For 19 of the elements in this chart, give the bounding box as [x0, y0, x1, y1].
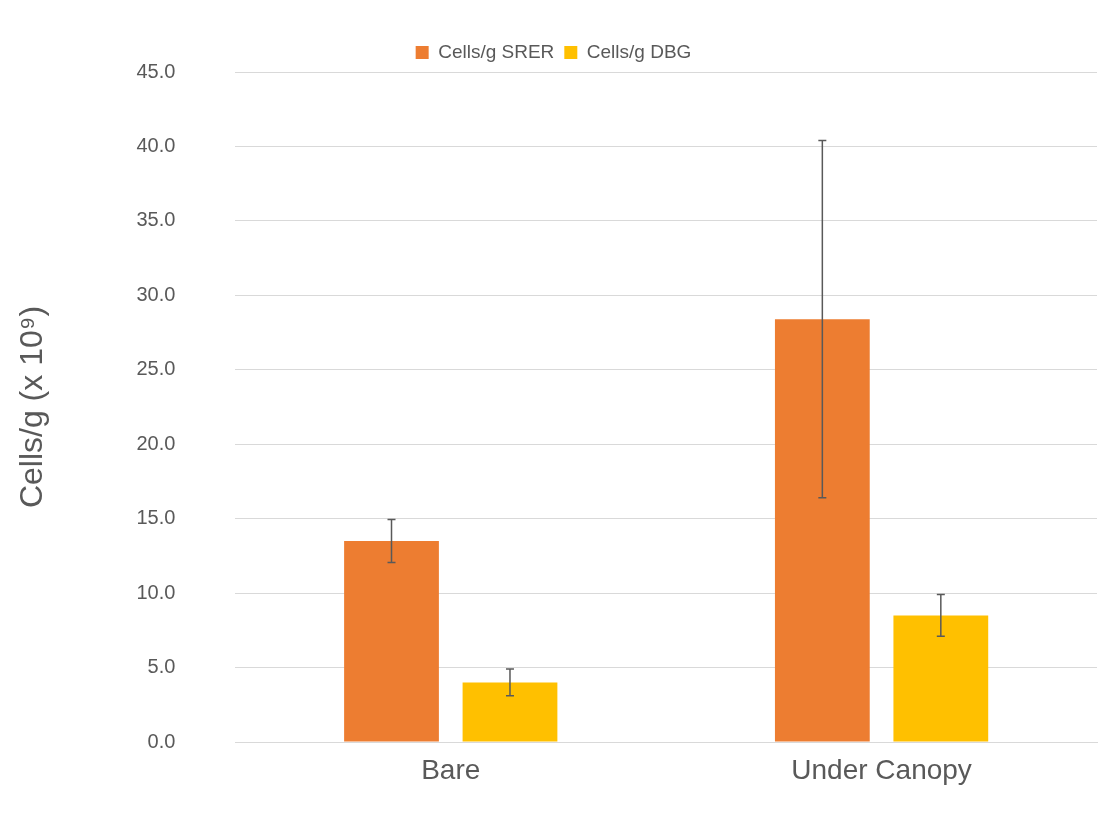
y-tick-label: 35.0 — [136, 208, 176, 231]
x-tick-label: Under Canopy — [791, 753, 972, 785]
bar — [344, 541, 439, 742]
y-tick-label: 5.0 — [147, 655, 176, 678]
x-tick-label: Bare — [421, 753, 481, 785]
bar — [774, 319, 870, 742]
legend-label: Cells/g SRER — [438, 40, 555, 62]
y-tick-label: 30.0 — [136, 282, 176, 305]
y-axis-title: Cells/g (x 10⁹) — [13, 305, 50, 509]
bar — [462, 682, 558, 742]
y-tick-label: 25.0 — [136, 357, 176, 380]
legend-label: Cells/g DBG — [586, 40, 692, 62]
y-tick-label: 0.0 — [147, 729, 176, 752]
y-tick-label: 15.0 — [136, 506, 176, 529]
bar — [893, 615, 989, 742]
y-tick-label: 45.0 — [136, 59, 176, 82]
y-tick-label: 40.0 — [136, 133, 176, 156]
y-tick-label: 10.0 — [136, 580, 176, 603]
y-tick-label: 20.0 — [136, 431, 176, 454]
